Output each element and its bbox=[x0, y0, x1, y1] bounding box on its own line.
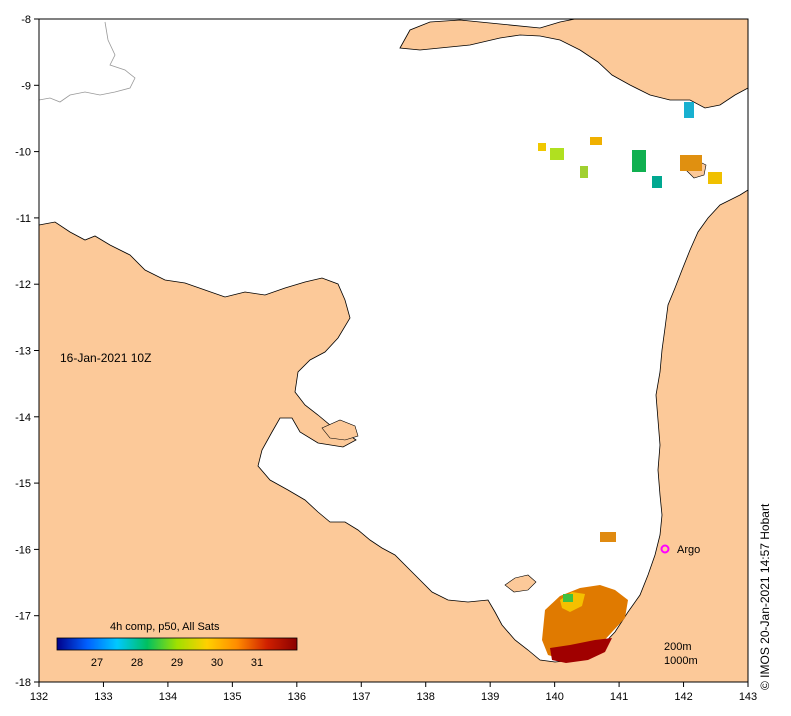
colorbar-tick-label: 30 bbox=[211, 657, 223, 669]
lat-tick-label: -17 bbox=[15, 611, 31, 623]
lon-tick-label: 132 bbox=[30, 691, 48, 703]
lat-tick-label: -9 bbox=[21, 80, 31, 92]
land-island-south bbox=[504, 574, 537, 593]
depth-200m-label: 200m bbox=[664, 641, 692, 653]
lat-tick-label: -11 bbox=[16, 213, 31, 225]
argo-label: Argo bbox=[677, 544, 700, 556]
colorbar-ticks: 27 28 29 30 31 bbox=[91, 657, 263, 669]
colorbar-tick-label: 27 bbox=[91, 657, 103, 669]
date-label: 16-Jan-2021 10Z bbox=[60, 351, 151, 365]
lat-tick-label: -16 bbox=[15, 544, 31, 556]
lat-tick-label: -14 bbox=[15, 412, 31, 424]
sst-patch-cyan-ne bbox=[684, 102, 694, 118]
lon-tick-label: 133 bbox=[94, 691, 112, 703]
lat-tick-label: -10 bbox=[15, 147, 31, 159]
lon-tick-label: 134 bbox=[159, 691, 177, 703]
colorbar-ramp bbox=[56, 637, 298, 651]
sst-patch-lime-ne bbox=[580, 166, 588, 178]
lon-tick-label: 142 bbox=[674, 691, 692, 703]
lon-tick-label: 140 bbox=[545, 691, 563, 703]
depth-legend: 200m 1000m bbox=[664, 641, 698, 667]
lon-tick-label: 141 bbox=[610, 691, 628, 703]
latitude-axis: -8 -9 -10 -11 -12 -13 -14 -15 -16 -17 -18 bbox=[15, 14, 39, 689]
lon-tick-label: 136 bbox=[288, 691, 306, 703]
lat-tick-label: -12 bbox=[15, 279, 31, 291]
depth-1000m-label: 1000m bbox=[664, 655, 698, 667]
sst-patch-yellow2-ne bbox=[538, 143, 546, 151]
lat-tick-label: -13 bbox=[15, 346, 31, 358]
lon-tick-label: 139 bbox=[481, 691, 499, 703]
sst-patch-hot-south bbox=[550, 638, 612, 663]
lon-tick-label: 138 bbox=[417, 691, 435, 703]
sst-patch-orange-ne bbox=[680, 155, 702, 171]
colorbar-tick-label: 31 bbox=[251, 657, 263, 669]
sst-patch-orange-south2 bbox=[600, 532, 616, 542]
colorbar-title: 4h comp, p50, All Sats bbox=[110, 621, 220, 633]
reef-outline bbox=[38, 21, 136, 103]
sst-patch-teal-ne bbox=[652, 176, 662, 188]
lon-tick-label: 137 bbox=[352, 691, 370, 703]
sst-patch-green-south bbox=[563, 594, 573, 602]
argo-marker: Argo bbox=[660, 544, 700, 556]
lon-tick-label: 135 bbox=[223, 691, 241, 703]
sst-patch-yellow3-ne bbox=[708, 172, 722, 184]
sst-patch-yellow-ne bbox=[550, 148, 564, 160]
colorbar-tick-label: 28 bbox=[131, 657, 143, 669]
credit-text: © IMOS 20-Jan-2021 14:57 Hobart bbox=[758, 503, 772, 690]
land-west bbox=[38, 189, 749, 683]
lat-tick-label: -18 bbox=[15, 677, 31, 689]
colorbar: 4h comp, p50, All Sats 27 28 29 30 31 bbox=[56, 621, 298, 669]
lat-tick-label: -15 bbox=[15, 478, 31, 490]
argo-float-icon bbox=[660, 544, 670, 554]
lat-tick-label: -8 bbox=[21, 14, 31, 26]
longitude-axis: 132 133 134 135 136 137 138 139 140 141 142 143 bbox=[30, 682, 757, 703]
sst-patch-green-ne bbox=[632, 150, 646, 172]
sst-patch-orange-ne2 bbox=[590, 137, 602, 145]
land-layer bbox=[38, 18, 749, 683]
lon-tick-label: 143 bbox=[739, 691, 757, 703]
colorbar-tick-label: 29 bbox=[171, 657, 183, 669]
land-island-gulf bbox=[321, 419, 359, 441]
land-north bbox=[399, 18, 749, 109]
sst-data-layer bbox=[538, 102, 722, 663]
